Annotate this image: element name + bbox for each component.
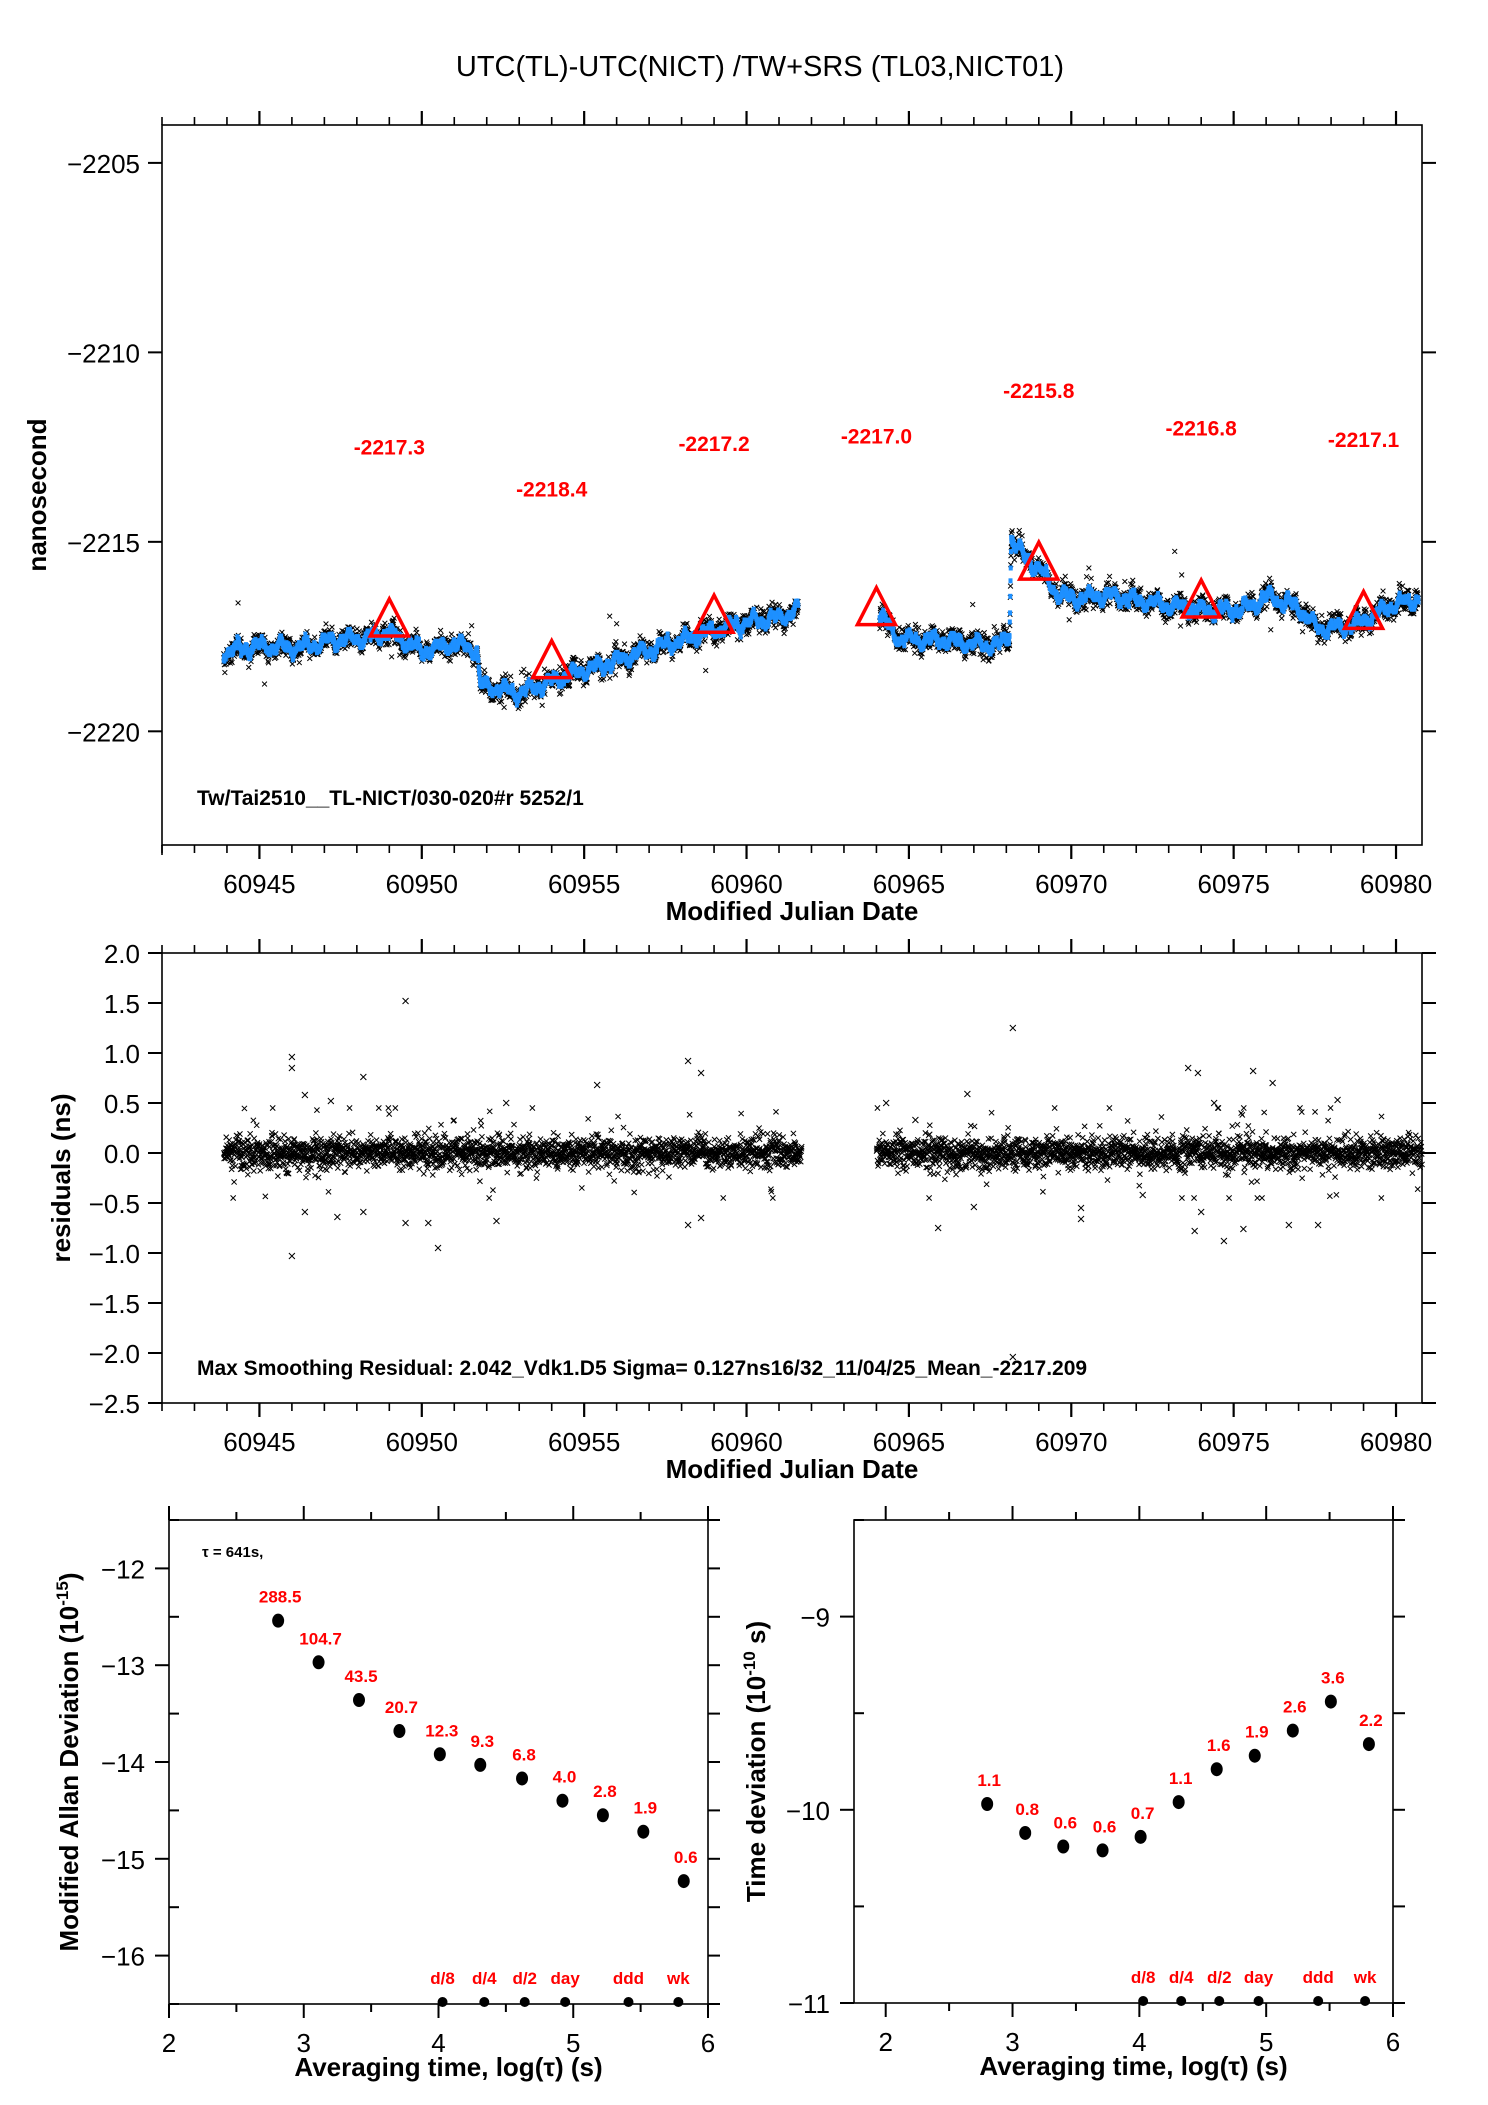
raw-point: [1321, 640, 1328, 646]
x-axis-title: Modified Julian Date: [666, 896, 919, 926]
raw-point: [915, 624, 922, 631]
raw-point: [612, 672, 619, 678]
raw-point: [637, 633, 643, 639]
raw-point: [465, 630, 472, 637]
raw-point: [702, 667, 709, 674]
raw-point: [1011, 557, 1018, 563]
raw-point: [644, 660, 650, 666]
raw-point: [713, 643, 720, 649]
y-axis-title: nanosecond: [22, 418, 52, 571]
raw-point: [245, 664, 252, 671]
raw-point: [507, 673, 514, 680]
x-tick-label: 60960: [710, 869, 782, 899]
raw-point: [235, 600, 241, 606]
x-tick-label: 60955: [548, 869, 620, 899]
raw-point: [605, 654, 612, 660]
raw-point: [991, 623, 998, 630]
time-series-panel: 60945 60950 60955 60960 60965 60970 60975 60980…: [22, 111, 1436, 926]
raw-point: [1016, 527, 1023, 534]
raw-point: [1278, 615, 1285, 621]
raw-point: [324, 642, 330, 649]
x-tick-label: 60975: [1197, 869, 1269, 899]
raw-point: [1177, 623, 1184, 629]
raw-point: [1062, 573, 1069, 580]
raw-point: [448, 631, 455, 637]
raw-point: [1106, 573, 1113, 580]
raw-point: [437, 627, 444, 634]
raw-point: [1299, 628, 1306, 635]
raw-point: [1342, 638, 1348, 645]
raw-point: [600, 676, 607, 682]
raw-point: [1193, 619, 1200, 626]
raw-point: [969, 601, 976, 608]
raw-point: [758, 606, 764, 612]
raw-point: [229, 659, 235, 666]
raw-point: [1178, 572, 1185, 578]
raw-point: [296, 659, 303, 666]
raw-point: [329, 624, 335, 630]
figure-title: UTC(TL)-UTC(NICT) /TW+SRS (TL03,NICT01): [456, 51, 1064, 83]
raw-point: [265, 660, 272, 666]
x-tick-label: 60980: [1360, 869, 1432, 899]
raw-point: [539, 702, 545, 709]
raw-point: [1122, 578, 1128, 585]
raw-point: [621, 641, 628, 647]
raw-point: [557, 664, 563, 670]
smoothed-point: [231, 651, 236, 657]
raw-point: [911, 650, 918, 656]
y-tick-label: −2220: [67, 717, 140, 747]
raw-point: [222, 669, 228, 676]
run-annotation: Tw/Tai2510__TL-NICT/030-020#r 5252/1: [197, 787, 584, 810]
raw-point: [307, 655, 313, 662]
raw-point: [1086, 565, 1092, 571]
raw-point: [265, 658, 271, 665]
x-tick-label: 60945: [223, 869, 295, 899]
raw-point: [613, 620, 620, 627]
raw-point: [997, 649, 1003, 656]
raw-point: [606, 613, 613, 619]
raw-point: [1380, 588, 1386, 594]
x-tick-label: 60970: [1035, 869, 1107, 899]
raw-point: [1007, 583, 1014, 589]
raw-point: [790, 621, 796, 628]
raw-point: [702, 638, 708, 644]
raw-point: [468, 622, 475, 629]
raw-point: [578, 657, 584, 664]
raw-point: [1083, 573, 1090, 580]
raw-point: [716, 616, 722, 623]
time-series-frame: [161, 124, 1423, 846]
raw-point: [283, 652, 289, 659]
raw-point: [521, 666, 527, 673]
raw-point: [1319, 612, 1325, 619]
raw-point: [261, 681, 268, 687]
raw-point: [772, 624, 779, 631]
raw-point: [1390, 617, 1397, 623]
raw-point: [1358, 632, 1364, 639]
raw-point: [1268, 627, 1274, 633]
x-tick-label: 60950: [386, 869, 458, 899]
raw-point: [756, 630, 763, 636]
y-tick-label: −2215: [67, 528, 140, 558]
raw-point: [781, 630, 787, 637]
y-tick-label: −2210: [67, 338, 140, 368]
raw-point: [388, 654, 395, 660]
raw-point: [311, 634, 318, 640]
raw-point: [323, 621, 329, 627]
raw-point: [981, 629, 988, 636]
raw-point: [413, 629, 420, 636]
raw-point: [1066, 617, 1072, 623]
y-tick-label: −2205: [67, 149, 140, 179]
raw-point: [1264, 603, 1270, 610]
raw-point: [1171, 548, 1178, 555]
raw-point: [501, 704, 507, 711]
x-tick-label: 60965: [873, 869, 945, 899]
raw-point: [607, 675, 613, 682]
raw-point: [1088, 575, 1094, 582]
